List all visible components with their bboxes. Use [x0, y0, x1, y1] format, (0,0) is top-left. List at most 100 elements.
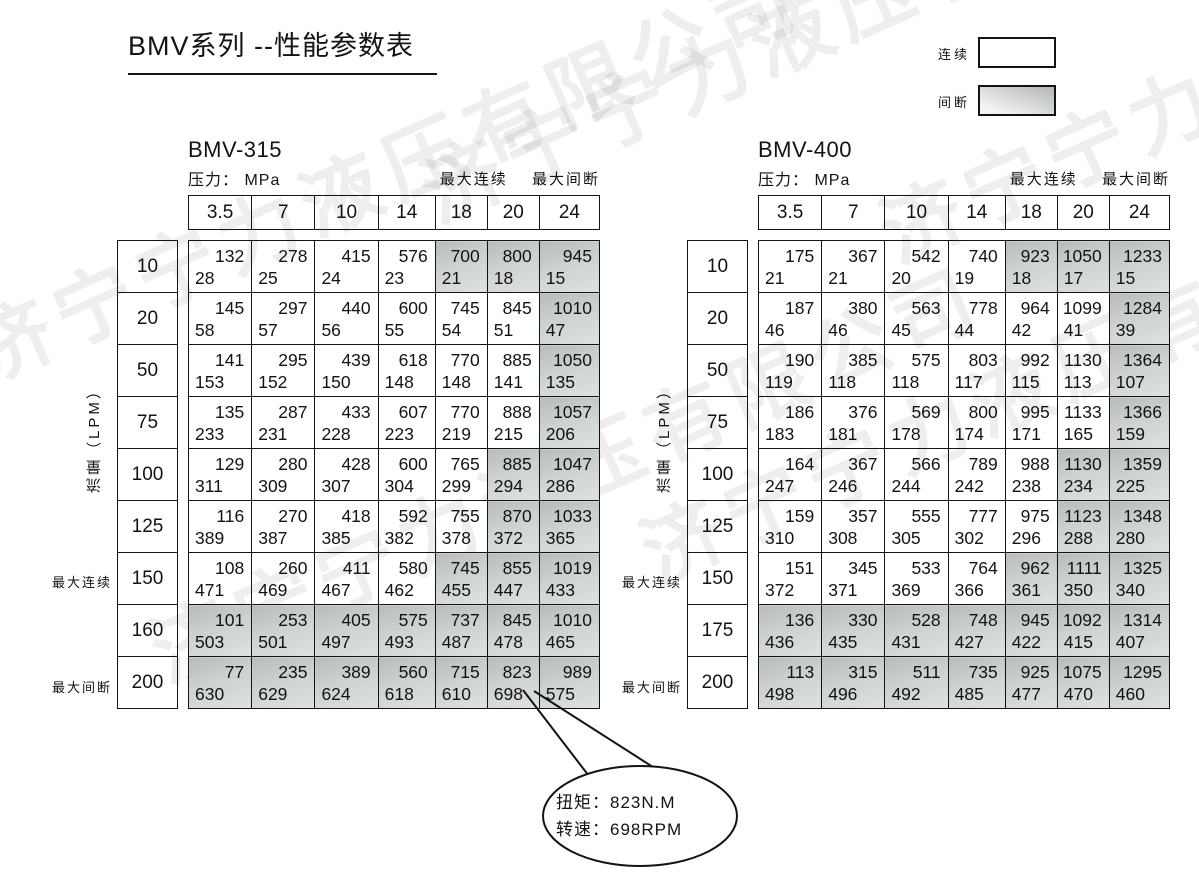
flow-row-label: 100: [117, 448, 178, 501]
speed-value: 304: [384, 475, 414, 496]
speed-value: 371: [828, 579, 858, 600]
speed-value: 372: [493, 527, 523, 548]
data-cell: 278 25: [251, 240, 316, 293]
speed-value: 141: [493, 371, 523, 392]
table-title: BMV-315: [188, 137, 282, 162]
torque-value: 563: [911, 297, 941, 318]
speed-value: 447: [493, 579, 523, 600]
speed-value: 497: [321, 631, 351, 652]
data-cell: 164 247: [757, 448, 823, 501]
data-cell: 295 152: [251, 344, 316, 397]
data-cell: 280 309: [251, 448, 316, 501]
torque-value: 1047: [553, 453, 592, 474]
data-cell: 405 497: [314, 604, 379, 657]
speed-value: 630: [195, 683, 225, 704]
torque-value: 823: [502, 661, 532, 682]
speed-value: 340: [1115, 579, 1145, 600]
speed-value: 215: [493, 423, 523, 444]
callout-speed: 转速：698RPM: [556, 820, 683, 839]
speed-value: 225: [1115, 475, 1145, 496]
pressure-column-header: 20: [486, 195, 540, 230]
speed-value: 433: [545, 579, 575, 600]
speed-value: 309: [258, 475, 288, 496]
speed-value: 422: [1011, 631, 1041, 652]
speed-value: 119: [765, 371, 793, 392]
data-cell: 270 387: [251, 500, 316, 553]
data-grid: 175 21 367 21 542 20 740 19 923 18 1050 17 1233 15 187…: [757, 240, 1171, 709]
torque-value: 533: [911, 557, 941, 578]
data-cell: 715 610: [434, 656, 488, 709]
speed-value: 610: [441, 683, 471, 704]
speed-value: 407: [1115, 631, 1145, 652]
speed-value: 487: [441, 631, 471, 652]
data-cell: 1111 350: [1056, 552, 1110, 605]
speed-value: 478: [493, 631, 523, 652]
pressure-column-header: 24: [1108, 195, 1171, 230]
data-cell: 145 58: [187, 292, 253, 345]
torque-value: 101: [215, 609, 245, 630]
torque-value: 1295: [1123, 661, 1162, 682]
data-cell: 367 246: [821, 448, 886, 501]
speed-value: 21: [828, 267, 848, 288]
data-cell: 600 55: [377, 292, 436, 345]
data-cell: 101 503: [187, 604, 253, 657]
torque-value: 1050: [553, 349, 592, 370]
speed-value: 477: [1011, 683, 1041, 704]
torque-value: 129: [215, 453, 245, 474]
speed-value: 18: [493, 267, 514, 288]
data-cell: 428 307: [314, 448, 379, 501]
table-row: 159 310 357 308 555 305 777 302 975 296 1123 288 134…: [757, 500, 1171, 553]
data-cell: 260 469: [251, 552, 316, 605]
data-cell: 542 20: [884, 240, 949, 293]
flow-row-label: 150: [117, 552, 178, 605]
speed-value: 58: [195, 319, 215, 340]
torque-value: 1050: [1062, 245, 1102, 266]
torque-value: 964: [1020, 297, 1050, 318]
speed-value: 288: [1063, 527, 1093, 548]
data-cell: 116 389: [187, 500, 253, 553]
speed-value: 369: [891, 579, 921, 600]
speed-value: 387: [258, 527, 288, 548]
data-cell: 748 427: [947, 604, 1006, 657]
torque-value: 755: [450, 505, 480, 526]
speed-value: 153: [195, 371, 225, 392]
speed-value: 431: [891, 631, 921, 652]
speed-value: 174: [954, 423, 984, 444]
data-cell: 566 244: [884, 448, 949, 501]
torque-value: 77: [224, 661, 245, 682]
speed-value: 21: [765, 267, 785, 288]
torque-value: 765: [450, 453, 480, 474]
torque-value: 1099: [1062, 297, 1102, 318]
torque-value: 845: [502, 609, 532, 630]
data-cell: 964 42: [1004, 292, 1058, 345]
data-cell: 885 294: [486, 448, 540, 501]
speed-value: 148: [441, 371, 471, 392]
speed-value: 465: [545, 631, 575, 652]
max-rating-header-labels: 最大连续 最大间断: [188, 168, 600, 189]
data-cell: 187 46: [757, 292, 823, 345]
pressure-unit-label: 压力： MPa: [758, 172, 851, 189]
data-cell: 1348 280: [1108, 500, 1171, 553]
speed-value: 389: [195, 527, 225, 548]
data-cell: 1314 407: [1108, 604, 1171, 657]
torque-value: 439: [341, 349, 371, 370]
speed-value: 152: [258, 371, 288, 392]
speed-value: 498: [765, 683, 795, 704]
speed-value: 115: [1011, 371, 1040, 392]
speed-value: 471: [195, 579, 225, 600]
speed-value: 382: [384, 527, 414, 548]
data-cell: 1092 415: [1056, 604, 1110, 657]
torque-value: 1075: [1062, 661, 1102, 682]
data-cell: 190 119: [757, 344, 823, 397]
table-row: 175 21 367 21 542 20 740 19 923 18 1050 17 1233 15: [757, 240, 1171, 293]
speed-value: 470: [1063, 683, 1093, 704]
data-cell: 376 181: [821, 396, 886, 449]
torque-value: 428: [341, 453, 371, 474]
torque-value: 164: [785, 453, 815, 474]
torque-value: 542: [911, 245, 941, 266]
torque-value: 855: [502, 557, 532, 578]
torque-value: 287: [278, 401, 308, 422]
pressure-column-header: 3.5: [187, 195, 253, 230]
table-row: 186 183 376 181 569 178 800 174 995 171 1133 165 136…: [757, 396, 1171, 449]
speed-value: 231: [258, 423, 288, 444]
